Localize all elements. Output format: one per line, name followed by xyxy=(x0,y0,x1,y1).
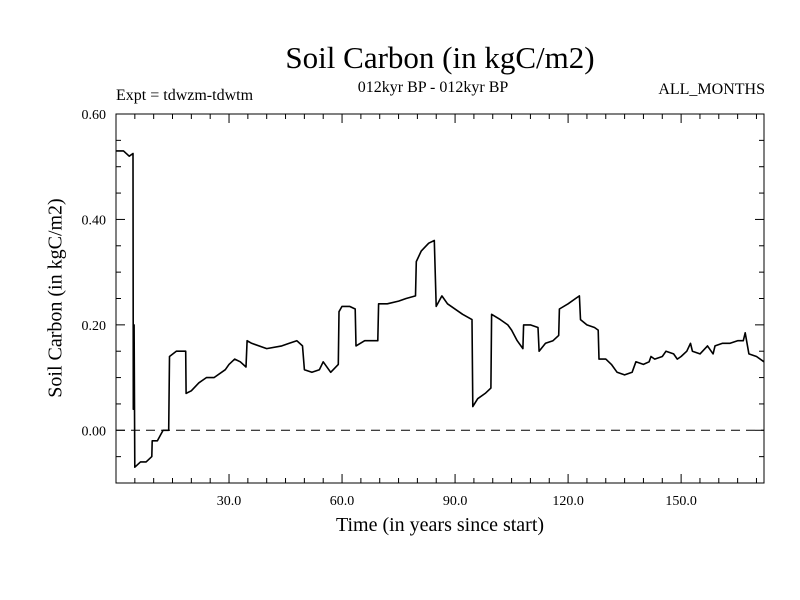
chart-subtitle: 012kyr BP - 012kyr BP xyxy=(357,79,509,96)
x-tick-label: 30.0 xyxy=(217,494,242,509)
x-tick-label: 90.0 xyxy=(443,494,468,509)
x-tick-label: 60.0 xyxy=(330,494,355,509)
y-tick-label: 0.00 xyxy=(82,424,107,439)
experiment-label: Expt = tdwzm-tdwtm xyxy=(116,87,254,104)
x-tick-label: 150.0 xyxy=(665,494,697,509)
soil-carbon-series-line xyxy=(116,150,765,469)
y-tick-label: 0.40 xyxy=(82,213,107,228)
y-tick-label: 0.60 xyxy=(82,108,107,123)
x-tick-label: 120.0 xyxy=(552,494,584,509)
y-tick-label: 0.20 xyxy=(82,319,107,334)
chart-title: Soil Carbon (in kgC/m2) xyxy=(285,40,595,75)
x-axis-label: Time (in years since start) xyxy=(335,514,545,536)
months-label: ALL_MONTHS xyxy=(658,81,765,98)
